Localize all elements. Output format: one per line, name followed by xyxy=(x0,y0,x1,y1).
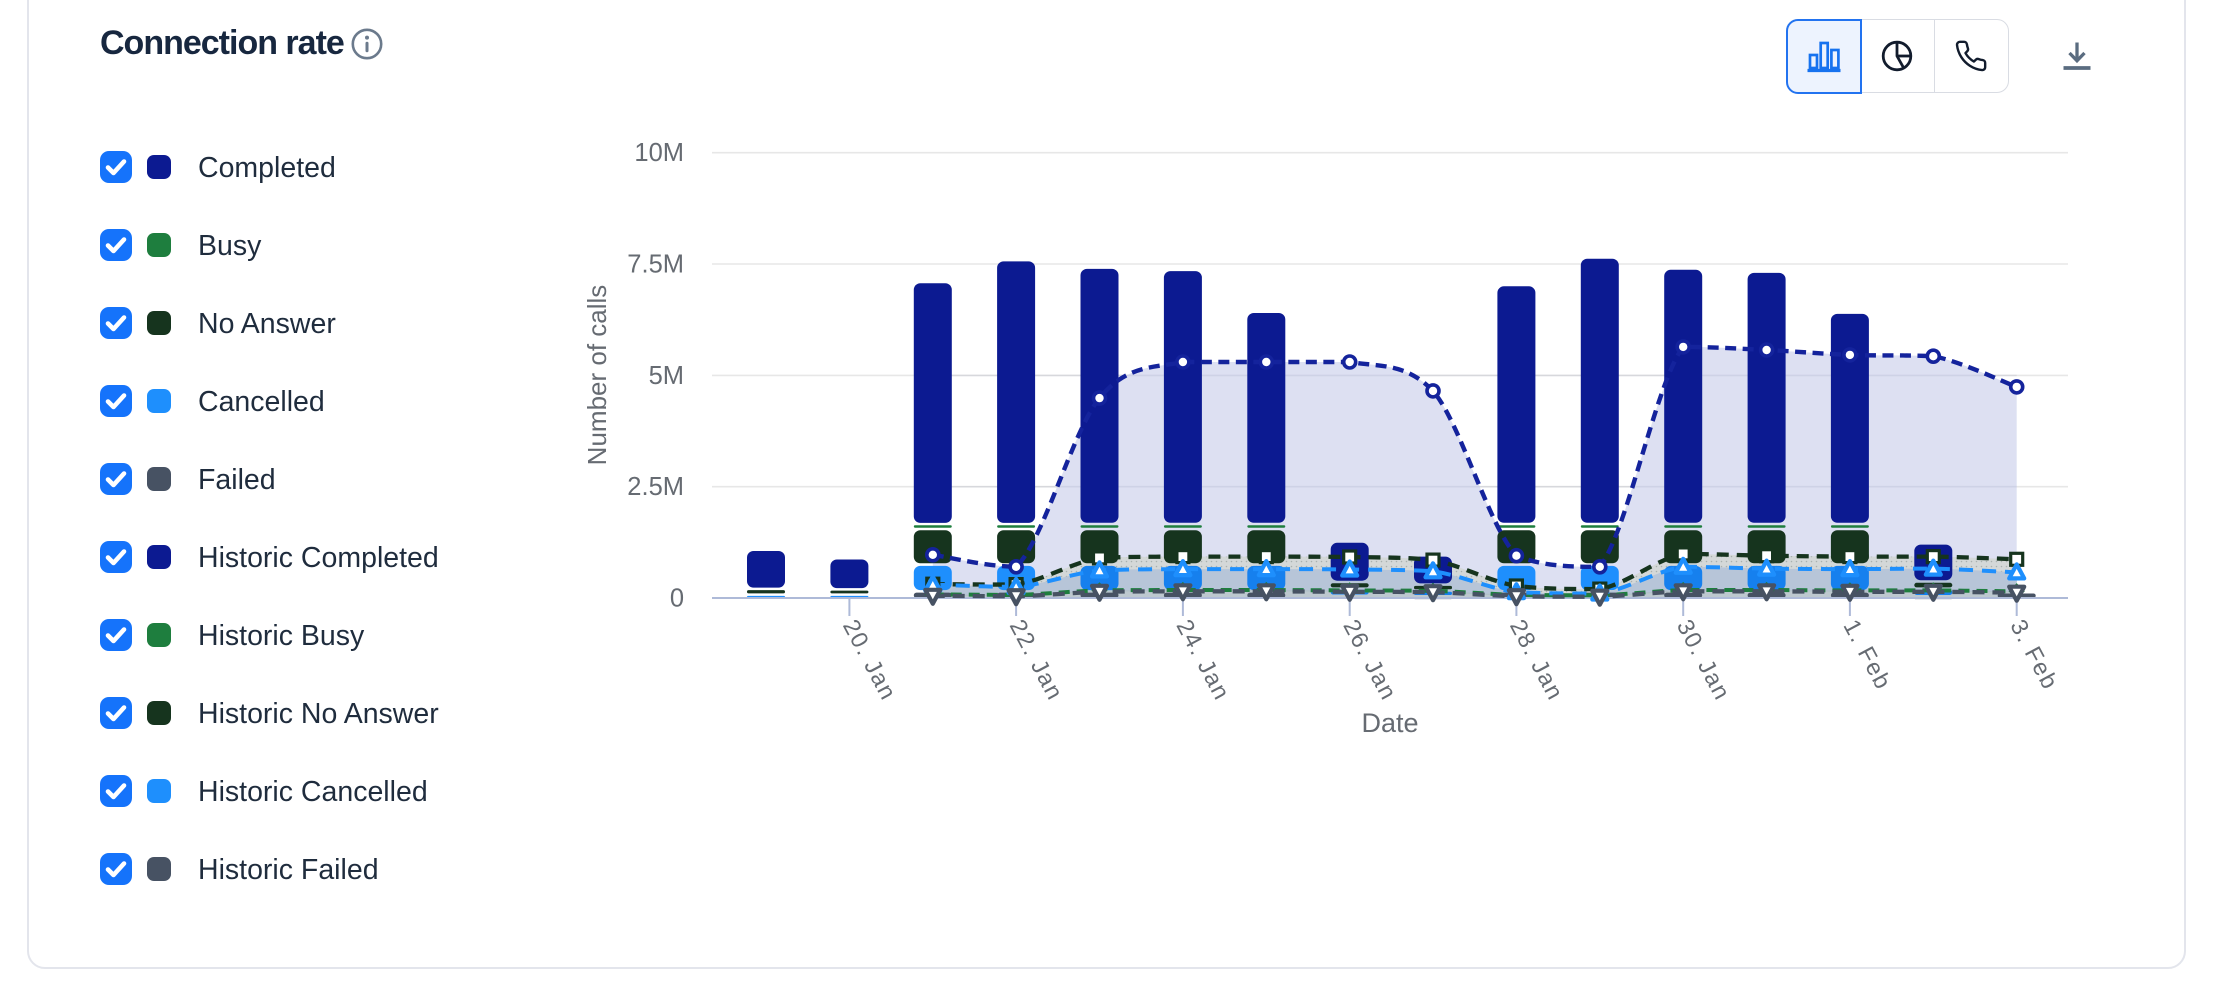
svg-text:7.5M: 7.5M xyxy=(627,251,684,279)
svg-text:1. Feb: 1. Feb xyxy=(1838,615,1896,694)
svg-text:5M: 5M xyxy=(649,362,684,390)
svg-text:10M: 10M xyxy=(634,139,684,167)
svg-text:26. Jan: 26. Jan xyxy=(1338,615,1402,705)
svg-text:28. Jan: 28. Jan xyxy=(1505,615,1569,705)
svg-text:22. Jan: 22. Jan xyxy=(1005,615,1069,705)
svg-text:3. Feb: 3. Feb xyxy=(2005,615,2063,694)
svg-text:0: 0 xyxy=(670,585,684,613)
svg-text:Number of calls: Number of calls xyxy=(582,285,612,466)
svg-text:20. Jan: 20. Jan xyxy=(838,615,902,705)
svg-text:30. Jan: 30. Jan xyxy=(1672,615,1736,705)
svg-text:2.5M: 2.5M xyxy=(627,473,684,501)
svg-text:24. Jan: 24. Jan xyxy=(1171,615,1235,705)
svg-text:Date: Date xyxy=(1361,708,1418,738)
